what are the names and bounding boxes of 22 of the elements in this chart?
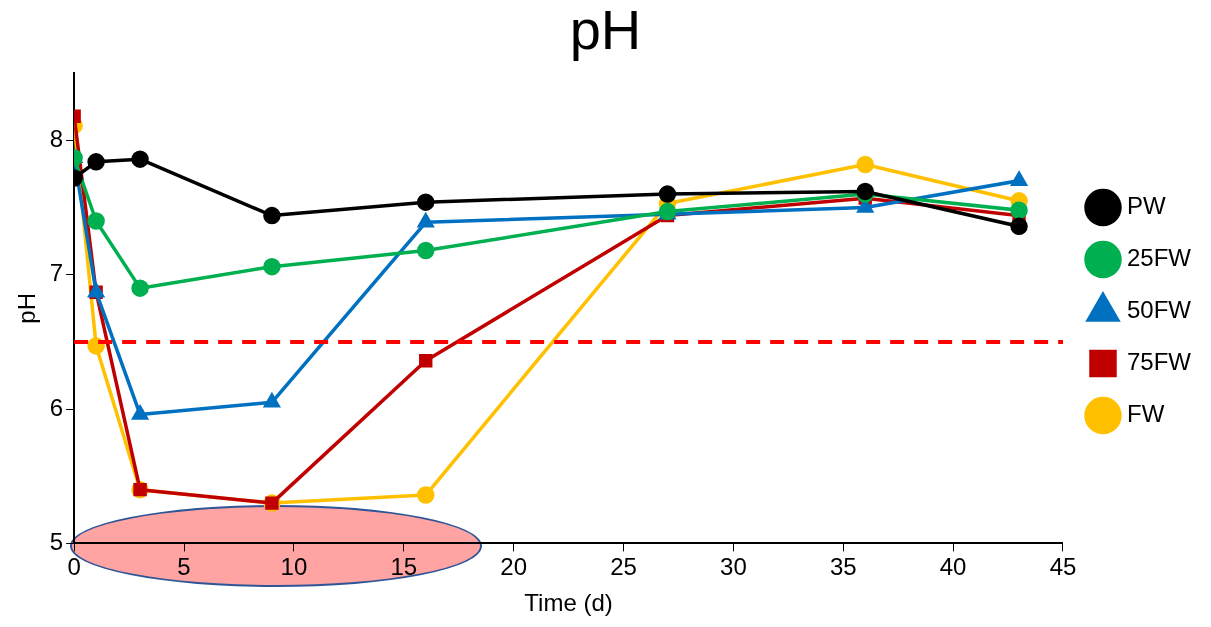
legend-label: PW: [1126, 192, 1166, 220]
x-tick-label: 15: [390, 553, 418, 581]
x-tick-label: 20: [500, 553, 527, 581]
y-tick-label: 5: [49, 528, 64, 556]
x-tick-label: 10: [280, 553, 308, 581]
x-tick-label: 25: [610, 553, 637, 581]
y-axis-title: pH: [13, 292, 41, 324]
chart-title: pH: [569, 0, 642, 62]
legend-label: 50FW: [1126, 296, 1192, 324]
legend-label: FW: [1126, 400, 1165, 428]
x-tick-label: 45: [1049, 553, 1077, 581]
y-tick-label: 7: [49, 259, 64, 287]
y-tick-label: 6: [49, 393, 64, 421]
x-tick-label: 0: [67, 553, 81, 581]
legend-label: 25FW: [1126, 244, 1192, 272]
x-tick-label: 30: [720, 553, 747, 581]
x-tick-label: 35: [829, 553, 857, 581]
legend-label: 75FW: [1126, 348, 1192, 376]
x-axis-title: Time (d): [524, 589, 613, 617]
x-tick-label: 5: [177, 553, 191, 581]
x-tick-label: 40: [939, 553, 967, 581]
y-tick-label: 8: [49, 125, 64, 152]
